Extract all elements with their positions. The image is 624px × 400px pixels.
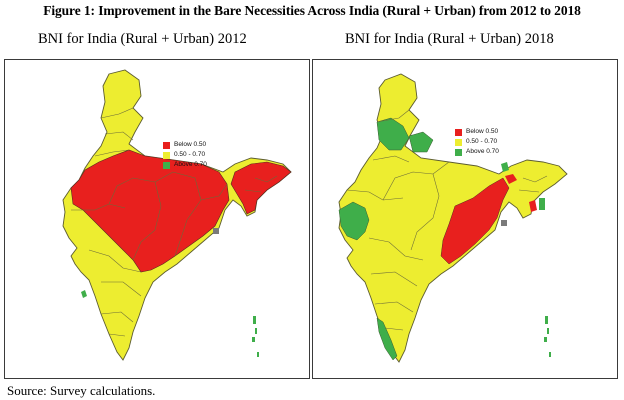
region-sikkim-2018	[501, 162, 509, 172]
region-goa-2012	[81, 290, 87, 298]
map-title-2018: BNI for India (Rural + Urban) 2018	[345, 31, 554, 47]
region-tripura-2018	[529, 200, 537, 212]
marker-2018	[501, 220, 507, 226]
state-borders-2018	[346, 109, 548, 331]
legend-item-mid: 0.50 - 0.70	[163, 150, 207, 160]
swatch-green	[163, 161, 170, 169]
swatch-red	[163, 141, 170, 149]
region-north-east-2012	[230, 161, 292, 215]
region-kerala-2018	[376, 317, 398, 361]
legend-label-above: Above 0.70	[466, 148, 499, 155]
legend-item-below: Below 0.50	[455, 127, 499, 137]
map-panel-2012: Below 0.50 0.50 - 0.70 Above 0.70	[4, 59, 310, 379]
swatch-yellow	[455, 138, 462, 146]
marker-2012	[213, 228, 219, 234]
swatch-green	[455, 148, 462, 156]
legend-item-mid: 0.50 - 0.70	[455, 137, 499, 147]
region-mizoram-2018	[539, 198, 545, 210]
legend-label-above: Above 0.70	[174, 161, 207, 168]
region-gujarat-2018	[338, 201, 370, 241]
state-borders-2012	[71, 107, 278, 337]
legend-2012: Below 0.50 0.50 - 0.70 Above 0.70	[163, 140, 207, 170]
legend-2018: Below 0.50 0.50 - 0.70 Above 0.70	[455, 127, 499, 157]
islands-2012	[252, 316, 259, 357]
india-map-2018	[338, 73, 568, 363]
legend-label-mid: 0.50 - 0.70	[174, 151, 206, 158]
legend-item-above: Above 0.70	[163, 160, 207, 170]
legend-label-below: Below 0.50	[466, 128, 499, 135]
swatch-yellow	[163, 151, 170, 159]
map-panel-2018: Below 0.50 0.50 - 0.70 Above 0.70	[312, 59, 618, 379]
swatch-red	[455, 128, 462, 136]
islands-2018	[544, 316, 551, 357]
region-ne-red-2018	[505, 174, 517, 184]
india-map-2012	[62, 69, 292, 361]
legend-item-above: Above 0.70	[455, 147, 499, 157]
region-east-red-2018	[440, 177, 510, 265]
legend-label-mid: 0.50 - 0.70	[466, 138, 498, 145]
source-note: Source: Survey calculations.	[7, 383, 156, 398]
region-central-north-2012	[70, 149, 230, 273]
legend-label-below: Below 0.50	[174, 141, 207, 148]
region-uttarakhand-2018	[408, 131, 434, 153]
map-title-2012: BNI for India (Rural + Urban) 2012	[38, 31, 247, 47]
figure-title: Figure 1: Improvement in the Bare Necess…	[43, 3, 581, 18]
legend-item-below: Below 0.50	[163, 140, 207, 150]
